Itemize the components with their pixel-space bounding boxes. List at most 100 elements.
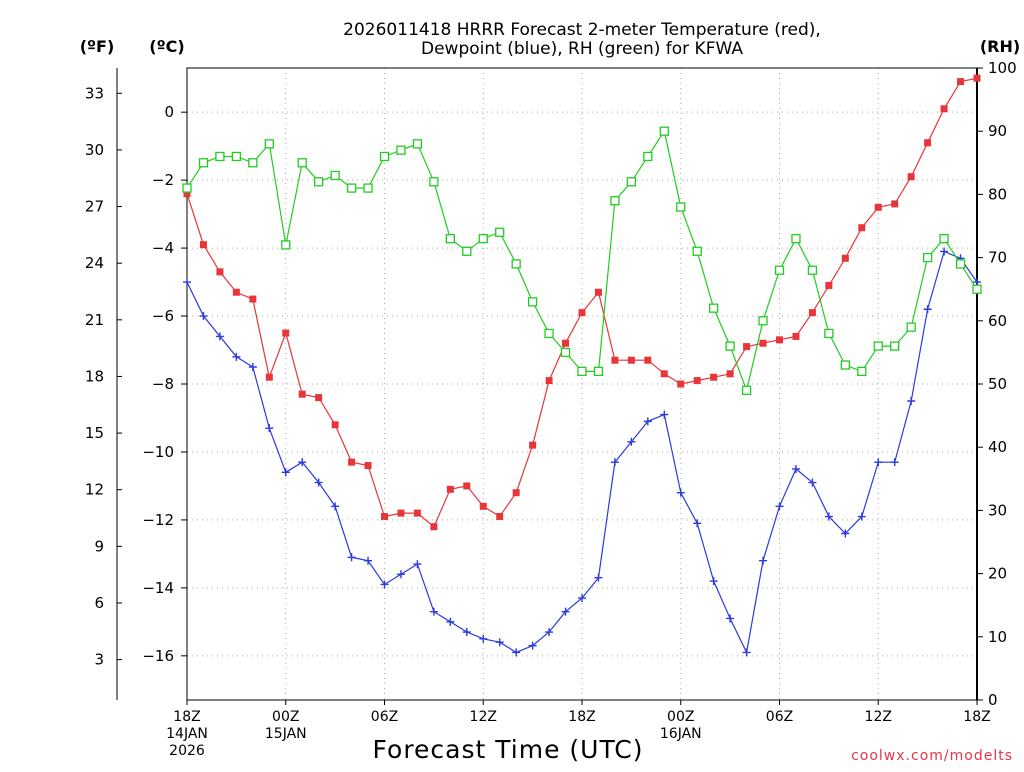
dewpoint-point xyxy=(561,607,570,616)
axes xyxy=(116,67,983,705)
celsius-tick-label: −12 xyxy=(142,511,174,529)
celsius-tick-label: −8 xyxy=(152,375,174,393)
chart-title-line-2: Dewpoint (blue), RH (green) for KFWA xyxy=(421,39,743,59)
dewpoint-point xyxy=(791,464,800,473)
fahrenheit-tick-label: 21 xyxy=(85,311,104,329)
temperature-point xyxy=(611,356,619,364)
rh-tick-label: 100 xyxy=(988,59,1017,77)
chart-title-line-1: 2026011418 HRRR Forecast 2-meter Tempera… xyxy=(343,20,821,40)
dewpoint-point xyxy=(298,458,307,467)
temperature-point xyxy=(298,390,306,398)
x-axis-title: Forecast Time (UTC) xyxy=(373,735,644,764)
rh-point xyxy=(248,158,258,168)
temperature-point xyxy=(874,203,882,211)
rh-point xyxy=(544,328,554,339)
fahrenheit-axis-label: (ºF) xyxy=(80,37,115,56)
rh-tick-label: 0 xyxy=(988,691,998,709)
rh-point xyxy=(610,196,620,206)
temperature-point xyxy=(183,190,191,198)
rh-point xyxy=(379,151,390,162)
dewpoint-point xyxy=(808,478,817,487)
x-tick-label: 12Z xyxy=(865,709,892,725)
dewpoint-point xyxy=(429,607,438,616)
temperature-point xyxy=(446,485,454,493)
temperature-point xyxy=(413,509,421,517)
temperature-point xyxy=(348,458,356,466)
dewpoint-point xyxy=(331,502,340,511)
temperature-point xyxy=(644,356,652,364)
credit-text: coolwx.com/modelts xyxy=(851,748,1013,764)
temperature-point xyxy=(479,502,487,510)
fahrenheit-tick-label: 27 xyxy=(85,198,104,216)
dewpoint-point xyxy=(446,617,455,626)
temperature-point xyxy=(578,309,586,317)
temperature-line xyxy=(186,77,978,528)
temperature-point xyxy=(430,523,438,531)
temperature-point xyxy=(726,370,734,378)
temperature-point xyxy=(282,329,290,337)
dewpoint-point xyxy=(578,594,586,603)
rh-point xyxy=(330,170,340,181)
rh-point xyxy=(511,259,521,269)
fahrenheit-tick-label: 12 xyxy=(85,481,104,499)
dewpoint-point xyxy=(347,553,356,562)
temperature-point xyxy=(594,288,602,296)
rh-point xyxy=(396,145,406,155)
temperature-point xyxy=(808,309,816,317)
dewpoint-point xyxy=(824,512,833,521)
dewpoint-point xyxy=(495,638,504,647)
dewpoint-point xyxy=(314,478,323,487)
fahrenheit-tick-label: 18 xyxy=(85,367,104,385)
rh-point xyxy=(824,328,834,339)
fahrenheit-tick-label: 33 xyxy=(85,84,104,102)
rh-point xyxy=(215,151,225,162)
dewpoint-point xyxy=(940,247,949,256)
rh-point xyxy=(857,366,867,377)
fahrenheit-tick-label: 6 xyxy=(94,594,104,612)
temperature-point xyxy=(660,370,668,378)
temperature-point xyxy=(759,339,767,347)
x-tick-label: 15JAN xyxy=(265,726,307,742)
temperature-point xyxy=(199,241,207,249)
rh-point xyxy=(478,233,488,244)
rh-point xyxy=(890,341,900,351)
x-tick-label: 06Z xyxy=(766,709,793,725)
temperature-point xyxy=(891,200,899,208)
rh-point xyxy=(643,151,653,162)
dewpoint-point xyxy=(923,305,932,314)
rh-point xyxy=(412,139,423,149)
rh-point xyxy=(906,322,916,332)
rh-point xyxy=(774,265,785,275)
temperature-point xyxy=(825,281,833,289)
dewpoint-point xyxy=(199,312,208,321)
x-tick-label: 18Z xyxy=(173,709,200,725)
rh-point xyxy=(939,233,949,244)
dewpoint-point xyxy=(215,332,224,341)
dewpoint-point xyxy=(676,488,685,497)
rh-tick-label: 20 xyxy=(988,565,1007,583)
fahrenheit-tick-label: 15 xyxy=(85,424,104,442)
rh-tick-label: 90 xyxy=(988,122,1007,140)
dewpoint-point xyxy=(512,648,521,657)
dewpoint-point xyxy=(396,570,405,579)
temperature-point xyxy=(496,513,504,521)
x-tick-label: 00Z xyxy=(272,709,299,725)
temperature-point xyxy=(232,288,240,296)
celsius-axis-label: (ºC) xyxy=(149,37,184,56)
temperature-point xyxy=(216,268,224,276)
temperature-point xyxy=(627,356,635,364)
rh-point xyxy=(198,158,209,168)
rh-point xyxy=(462,246,472,256)
temperature-point xyxy=(677,380,685,388)
rh-point xyxy=(560,347,571,358)
data-series xyxy=(182,74,982,657)
rh-point xyxy=(363,183,373,193)
x-tick-label: 16JAN xyxy=(660,726,702,742)
temperature-point xyxy=(940,105,948,113)
celsius-tick-label: 0 xyxy=(164,103,174,121)
x-tick-label: 06Z xyxy=(371,709,398,725)
rh-point xyxy=(445,233,455,244)
temperature-point xyxy=(562,339,570,347)
rh-point xyxy=(922,252,933,263)
